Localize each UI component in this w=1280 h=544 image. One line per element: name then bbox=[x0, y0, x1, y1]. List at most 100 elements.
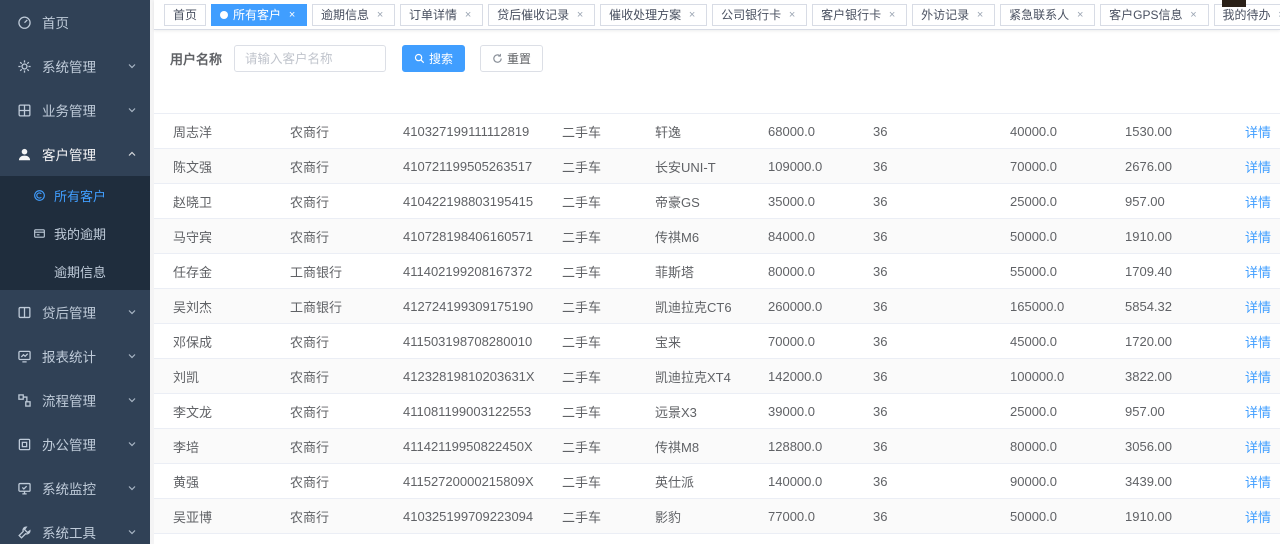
sidebar-item[interactable]: 系统管理 bbox=[0, 44, 150, 88]
tab-close-icon[interactable] bbox=[1188, 9, 1200, 21]
search-input[interactable] bbox=[234, 45, 387, 72]
sidebar-item-label: 客户管理 bbox=[42, 148, 96, 163]
tab[interactable]: 订单详情 bbox=[400, 3, 484, 26]
tools-icon bbox=[17, 525, 32, 540]
tab[interactable]: 首页 bbox=[164, 3, 207, 26]
detail-link[interactable]: 详情 bbox=[1245, 229, 1272, 245]
detail-link[interactable]: 详情 bbox=[1245, 439, 1272, 455]
sidebar-item[interactable]: 系统工具 bbox=[0, 510, 150, 544]
sidebar-item[interactable]: 首页 bbox=[0, 0, 150, 44]
search-button[interactable]: 搜索 bbox=[402, 45, 466, 72]
cell-vehicle-type: 二手车 bbox=[562, 439, 602, 455]
tab[interactable]: 公司银行卡 bbox=[712, 3, 808, 26]
cell-id-card: 410422198803195415 bbox=[403, 193, 534, 209]
tab-close-icon[interactable] bbox=[974, 9, 986, 21]
detail-link[interactable]: 详情 bbox=[1245, 509, 1272, 525]
cell-name: 刘凯 bbox=[173, 369, 200, 385]
sidebar-item[interactable]: 办公管理 bbox=[0, 422, 150, 466]
sidebar-item[interactable]: 业务管理 bbox=[0, 88, 150, 132]
sidebar-item-label: 办公管理 bbox=[42, 438, 96, 453]
sidebar: 首页 系统管理 业务管理 客户管理 所有客户 我的逾期 逾期信息 bbox=[0, 0, 150, 544]
cell-vehicle-model: 菲斯塔 bbox=[655, 264, 695, 280]
reset-button-label: 重置 bbox=[507, 52, 532, 66]
detail-link[interactable]: 详情 bbox=[1245, 369, 1272, 385]
cell-vehicle-price: 77000.0 bbox=[768, 508, 815, 524]
table-row: 李文龙 农商行 411081199003122553 二手车 远景X3 3900… bbox=[154, 394, 1280, 429]
sidebar-item[interactable]: 所有客户 bbox=[0, 176, 150, 214]
detail-link[interactable]: 详情 bbox=[1245, 194, 1272, 210]
tab-label: 紧急联系人 bbox=[1009, 7, 1070, 22]
tab-close-icon[interactable] bbox=[1276, 9, 1280, 21]
cell-periods: 36 bbox=[873, 333, 888, 349]
tab[interactable]: 外访记录 bbox=[912, 3, 996, 26]
cell-id-card: 410325199709223094 bbox=[403, 508, 534, 524]
cell-vehicle-type: 二手车 bbox=[562, 159, 602, 175]
tab[interactable]: 我的待办 bbox=[1213, 3, 1280, 26]
tab[interactable]: 催收处理方案 bbox=[600, 3, 708, 26]
cell-name: 陈文强 bbox=[173, 159, 213, 175]
sidebar-item[interactable]: 系统监控 bbox=[0, 466, 150, 510]
detail-link[interactable]: 详情 bbox=[1245, 474, 1272, 490]
cell-monthly-payment: 5854.32 bbox=[1125, 298, 1172, 314]
cell-periods: 36 bbox=[873, 368, 888, 384]
tab-close-icon[interactable] bbox=[886, 9, 898, 21]
tab-close-icon[interactable] bbox=[1074, 9, 1086, 21]
cell-vehicle-type: 二手车 bbox=[562, 334, 602, 350]
chevron-icon bbox=[127, 266, 137, 276]
cell-monthly-payment: 1530.00 bbox=[1125, 123, 1172, 139]
tab[interactable]: 客户GPS信息 bbox=[1100, 3, 1209, 26]
cell-vehicle-type: 二手车 bbox=[562, 299, 602, 315]
tab-close-icon[interactable] bbox=[286, 9, 298, 21]
cell-loan-amount: 100000.0 bbox=[1010, 368, 1065, 384]
table-row: 周志洋 农商行 410327199111112819 二手车 轩逸 68000.… bbox=[154, 114, 1280, 149]
cell-vehicle-price: 80000.0 bbox=[768, 263, 815, 279]
cell-monthly-payment: 1709.40 bbox=[1125, 263, 1172, 279]
detail-link[interactable]: 详情 bbox=[1245, 404, 1272, 420]
cell-monthly-payment: 3056.00 bbox=[1125, 438, 1172, 454]
tab-label: 订单详情 bbox=[409, 7, 458, 22]
tab[interactable]: 客户银行卡 bbox=[812, 3, 908, 26]
chevron-icon bbox=[127, 17, 137, 27]
detail-link[interactable]: 详情 bbox=[1245, 124, 1272, 140]
tab-label: 所有客户 bbox=[233, 7, 282, 22]
tab-close-icon[interactable] bbox=[462, 9, 474, 21]
detail-link[interactable]: 详情 bbox=[1245, 264, 1272, 280]
table-row: 邓保成 农商行 411503198708280010 二手车 宝来 70000.… bbox=[154, 324, 1280, 359]
sidebar-item-label: 所有客户 bbox=[54, 188, 107, 204]
detail-link[interactable]: 详情 bbox=[1245, 159, 1272, 175]
main-content: 首页 所有客户 逾期信息 订单详情 贷后催收记录 催收处理方案 bbox=[154, 0, 1280, 544]
reset-button[interactable]: 重置 bbox=[480, 45, 544, 72]
book-icon bbox=[17, 305, 32, 320]
cell-periods: 36 bbox=[873, 298, 888, 314]
sidebar-item[interactable]: 逾期信息 bbox=[0, 252, 150, 290]
tab[interactable]: 所有客户 bbox=[211, 3, 308, 26]
chevron-down-icon bbox=[127, 439, 137, 449]
detail-link[interactable]: 详情 bbox=[1245, 299, 1272, 315]
cell-capital: 农商行 bbox=[290, 124, 330, 140]
detail-link[interactable]: 详情 bbox=[1245, 334, 1272, 350]
sidebar-item[interactable]: 客户管理 bbox=[0, 132, 150, 176]
tab[interactable]: 紧急联系人 bbox=[1000, 3, 1096, 26]
sidebar-item[interactable]: 我的逾期 bbox=[0, 214, 150, 252]
tab-close-icon[interactable] bbox=[786, 9, 798, 21]
customer-table: 周志洋 农商行 410327199111112819 二手车 轩逸 68000.… bbox=[154, 84, 1280, 544]
sidebar-scrollbar[interactable] bbox=[150, 0, 154, 544]
sidebar-item[interactable]: 流程管理 bbox=[0, 378, 150, 422]
cell-name: 李培 bbox=[173, 439, 200, 455]
cell-periods: 36 bbox=[873, 158, 888, 174]
tab-label: 外访记录 bbox=[921, 7, 970, 22]
tab-close-icon[interactable] bbox=[374, 9, 386, 21]
tab-close-icon[interactable] bbox=[574, 9, 586, 21]
cell-monthly-payment: 1910.00 bbox=[1125, 508, 1172, 524]
sidebar-item[interactable]: 报表统计 bbox=[0, 334, 150, 378]
cell-loan-amount: 25000.0 bbox=[1010, 193, 1057, 209]
cell-vehicle-model: 传祺M8 bbox=[655, 439, 700, 455]
tab-close-icon[interactable] bbox=[686, 9, 698, 21]
chevron-icon bbox=[127, 228, 137, 238]
tab[interactable]: 逾期信息 bbox=[312, 3, 396, 26]
sidebar-item[interactable]: 贷后管理 bbox=[0, 290, 150, 334]
table-row: 吴亚博 农商行 410325199709223094 二手车 影豹 77000.… bbox=[154, 499, 1280, 534]
cell-capital: 农商行 bbox=[290, 334, 330, 350]
menu-icon bbox=[33, 265, 46, 278]
tab[interactable]: 贷后催收记录 bbox=[488, 3, 596, 26]
